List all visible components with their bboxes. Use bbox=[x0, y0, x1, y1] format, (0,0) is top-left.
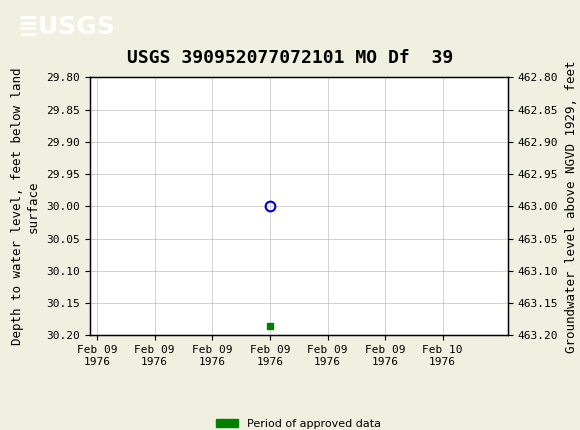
Legend: Period of approved data: Period of approved data bbox=[212, 414, 386, 430]
Text: ≣USGS: ≣USGS bbox=[17, 14, 115, 38]
Y-axis label: Groundwater level above NGVD 1929, feet: Groundwater level above NGVD 1929, feet bbox=[565, 60, 578, 353]
Y-axis label: Depth to water level, feet below land
surface: Depth to water level, feet below land su… bbox=[12, 68, 39, 345]
Text: USGS 390952077072101 MO Df  39: USGS 390952077072101 MO Df 39 bbox=[127, 49, 453, 67]
